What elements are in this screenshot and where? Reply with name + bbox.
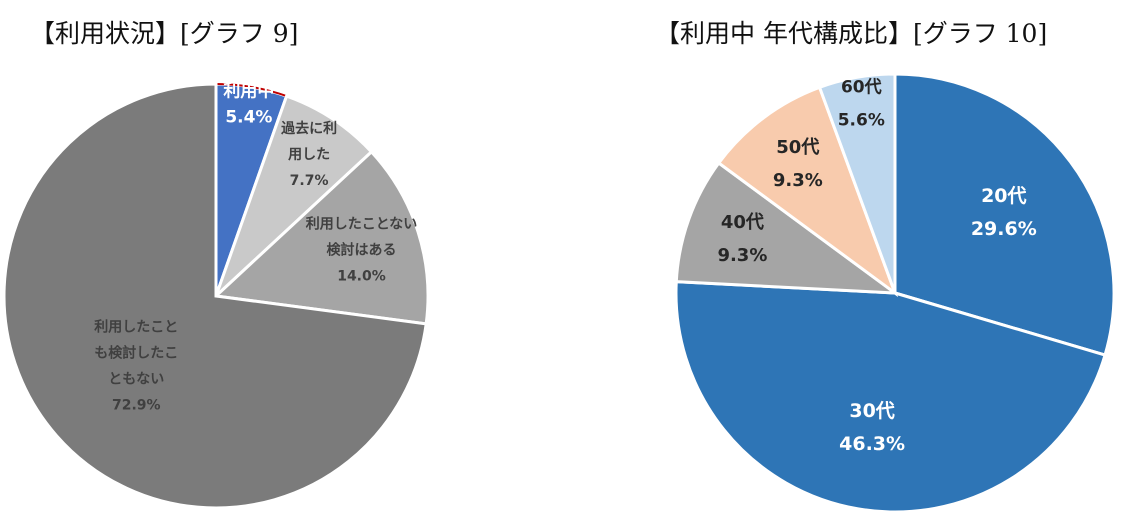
- slice-category-label: 20代: [981, 185, 1026, 207]
- slice-category-label: ともない: [108, 372, 164, 388]
- slice-percent-label: 9.3%: [717, 245, 767, 266]
- pie-slice: [674, 160, 900, 295]
- slice-percent-label: 46.3%: [839, 433, 905, 455]
- pie-slice: [716, 85, 899, 298]
- slice-outline: [215, 83, 287, 98]
- slice-label: 30代 46.3%: [839, 400, 905, 455]
- slice-percent-label: 5.6%: [838, 111, 885, 131]
- slice-label: 利用中 5.4%: [223, 81, 274, 128]
- slice-category-label: 60代: [841, 77, 882, 98]
- slice-category-label: 過去に利: [280, 120, 337, 137]
- slice-category-label: 30代: [849, 400, 894, 422]
- slice-category-label: 40代: [721, 212, 764, 233]
- usage-status-pie: 利用中 5.4%過去に利用した 7.7%利用したことない検討はある 14.0%利用した…: [2, 81, 430, 510]
- slice-percent-label: 29.6%: [971, 218, 1037, 240]
- slice-percent-label: 72.9%: [112, 398, 161, 414]
- pie-slice: [214, 94, 374, 298]
- usage-status-chart: 【利用状況】[グラフ 9] 利用中 5.4% 過去に利用した 7.7% 利用したことない…: [0, 0, 560, 528]
- age-composition-pie: 20代 29.6% 30代 46.3% 40代 9.3% 50代 9.3% 60代 5.6%: [674, 72, 1116, 514]
- slice-category-label: 利用したことない: [306, 216, 418, 233]
- slice-label: 50代 9.3%: [773, 137, 823, 191]
- slice-label: 20代 29.6%: [971, 185, 1037, 240]
- age-composition-chart: 【利用中 年代構成比】[グラフ 10] 20代 29.6% 30代 46.3% 40代 9…: [560, 0, 1135, 528]
- pie-slice: [674, 280, 1107, 514]
- chart-title: 【利用状況】[グラフ 9]: [30, 19, 299, 48]
- pie-slice: [893, 72, 1116, 357]
- slice-category-label: 50代: [776, 137, 819, 158]
- slice-category-label: も検討したこ: [94, 345, 178, 362]
- slice-category-label: 検討はある: [327, 242, 397, 259]
- pie-slice: [212, 149, 430, 326]
- slice-percent-label: 9.3%: [773, 170, 823, 191]
- slice-category-label: 利用中: [223, 81, 274, 102]
- slice-label: 利用したことも検討したこともない 72.9%: [94, 319, 178, 414]
- slice-percent-label: 14.0%: [337, 269, 386, 285]
- chart-title: 【利用中 年代構成比】[グラフ 10]: [655, 19, 1048, 48]
- slice-label: 過去に利用した 7.7%: [280, 120, 337, 189]
- pie-slice: [2, 82, 428, 510]
- slice-label: 利用したことない検討はある 14.0%: [306, 216, 418, 285]
- slice-category-label: 用した: [288, 147, 330, 163]
- slice-percent-label: 7.7%: [290, 173, 329, 189]
- slice-label: 60代 5.6%: [838, 77, 885, 131]
- slice-label: 40代 9.3%: [717, 212, 767, 266]
- slice-percent-label: 5.4%: [225, 108, 272, 128]
- pie-slice: [817, 72, 897, 294]
- slice-category-label: 利用したこと: [94, 319, 178, 336]
